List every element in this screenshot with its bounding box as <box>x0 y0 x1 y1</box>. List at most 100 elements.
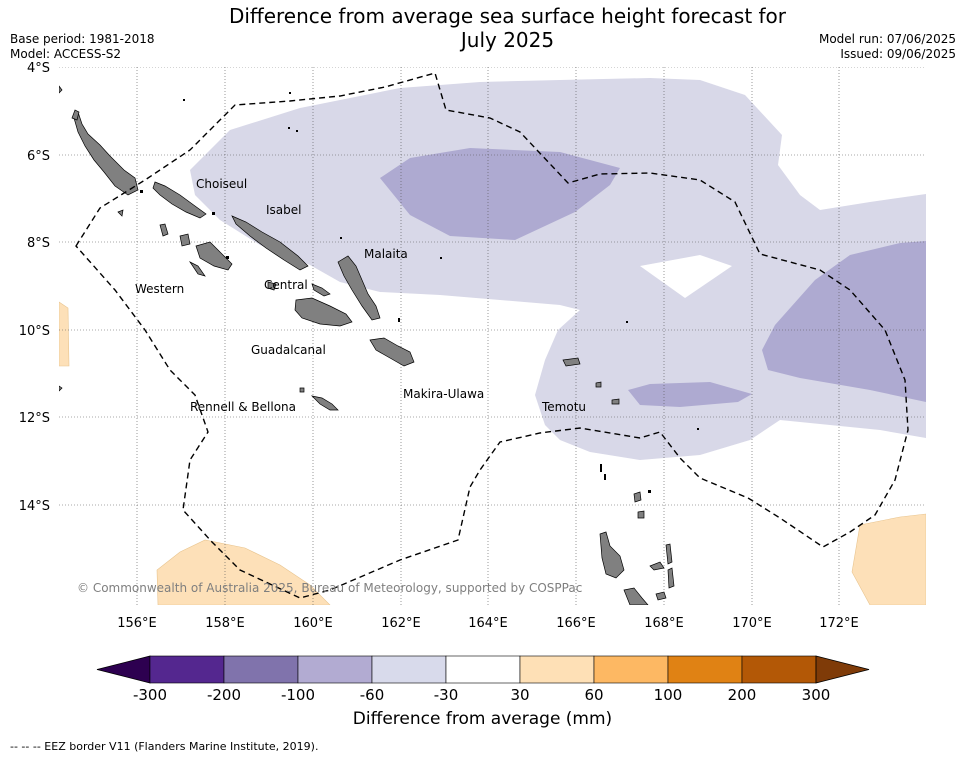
title-line-1: Difference from average sea surface heig… <box>228 4 787 28</box>
colorbar-extend-high <box>815 655 870 684</box>
colorbar-segment <box>223 655 299 684</box>
issued-date: Issued: 09/06/2025 <box>840 47 956 61</box>
vanuatu-ambae <box>649 561 665 571</box>
forecast-map: Choiseul Isabel Malaita Western Central … <box>19 61 926 700</box>
colorbar-segment <box>741 655 817 684</box>
lon-label: 172°E <box>819 616 859 631</box>
temotu-small-2 <box>611 398 620 405</box>
eez-border <box>75 72 909 599</box>
bellona-island <box>299 387 305 393</box>
colorbar-tick-label: -60 <box>360 686 385 700</box>
anomaly-region-orange-3 <box>851 513 926 605</box>
colorbar-segment <box>519 655 595 684</box>
label-temotu: Temotu <box>541 400 586 414</box>
colorbar-tick-label: -30 <box>434 686 459 700</box>
colorbar-tick-label: -200 <box>207 686 241 700</box>
anomaly-region-orange-2 <box>156 539 331 605</box>
buka-island <box>71 109 80 121</box>
anomaly-region-medium-2 <box>762 241 926 402</box>
vanuatu-maewo <box>665 543 673 565</box>
lat-label: 6°S <box>27 149 50 164</box>
florida-islands <box>311 283 331 297</box>
title-line-2: July 2025 <box>460 28 555 52</box>
colorbar-tick-label: 60 <box>584 686 603 700</box>
run-info: Model run: 07/06/2025 Issued: 09/06/2025 <box>819 32 956 62</box>
small-islets <box>140 92 699 493</box>
anomaly-region-medium-1 <box>380 148 620 240</box>
lat-label: 12°S <box>19 411 50 426</box>
lat-label: 4°S <box>27 61 50 76</box>
rennell-island <box>310 395 339 411</box>
label-choiseul: Choiseul <box>196 177 247 191</box>
colorbar-segment <box>445 655 521 684</box>
lon-label: 166°E <box>556 616 596 631</box>
lon-label: 162°E <box>381 616 421 631</box>
lat-label: 14°S <box>19 499 50 514</box>
lon-label: 170°E <box>732 616 772 631</box>
colorbar-segment <box>297 655 373 684</box>
lon-label: 168°E <box>644 616 684 631</box>
anomaly-region-medium-3 <box>628 382 752 407</box>
lon-label: 156°E <box>117 616 157 631</box>
colorbar-segment <box>667 655 743 684</box>
latitude-labels: 4°S 6°S 8°S 10°S 12°S 14°S <box>19 61 50 514</box>
chart-title: Difference from average sea surface heig… <box>0 4 965 52</box>
lon-label: 158°E <box>205 616 245 631</box>
colorbar-tick-label: 100 <box>654 686 683 700</box>
vanuatu-pentecost <box>667 567 675 589</box>
lat-label: 10°S <box>19 324 50 339</box>
label-makira-ulawa: Makira-Ulawa <box>403 387 484 401</box>
kolombangara-island <box>179 233 191 247</box>
santa-isabel-island <box>231 215 309 271</box>
vanuatu-malekula <box>623 587 649 605</box>
shortland-island <box>117 209 124 217</box>
malaita-island <box>337 255 381 321</box>
copyright-notice: © Commonwealth of Australia 2025, Bureau… <box>77 581 582 595</box>
new-georgia-small-1 <box>188 261 206 277</box>
colorbar-tick-label: -300 <box>133 686 167 700</box>
label-rennell-bellona: Rennell & Bellona <box>190 400 296 414</box>
islet-west-1 <box>59 85 63 94</box>
gridlines <box>59 67 926 605</box>
colorbar-segment <box>371 655 447 684</box>
label-isabel: Isabel <box>266 203 301 217</box>
makira-island <box>369 337 415 367</box>
new-georgia-island <box>195 241 233 271</box>
colorbar-segment <box>149 655 225 684</box>
anomaly-region-light <box>190 78 926 460</box>
lon-label: 160°E <box>293 616 333 631</box>
islet-west-2 <box>59 385 63 392</box>
lat-label: 8°S <box>27 236 50 251</box>
model-run: Model run: 07/06/2025 <box>818 32 956 46</box>
label-malaita: Malaita <box>364 247 408 261</box>
vanuatu-banks-1 <box>633 491 642 503</box>
eez-legend-note: -- -- -- EEZ border V11 (Flanders Marine… <box>10 740 319 753</box>
colorbar-tick-label: 30 <box>510 686 529 700</box>
temotu-small-1 <box>595 381 602 388</box>
choiseul-island <box>152 181 207 219</box>
colorbar-tick-label: 300 <box>802 686 831 700</box>
vella-lavella-island <box>159 223 169 237</box>
lon-label: 164°E <box>468 616 508 631</box>
santa-cruz-island <box>562 357 581 367</box>
guadalcanal-island <box>294 297 353 327</box>
colorbar: -300 -200 -100 -60 -30 30 60 100 200 300 <box>96 655 870 700</box>
label-central: Central <box>264 278 308 292</box>
colorbar-tick-label: -100 <box>281 686 315 700</box>
vanuatu-ambrym <box>655 591 667 601</box>
map-area: Choiseul Isabel Malaita Western Central … <box>59 67 926 605</box>
base-period: Base period: 1981-2018 <box>10 32 155 46</box>
model-name: Model: ACCESS-S2 <box>10 47 122 61</box>
anomaly-region-orange-1 <box>59 301 70 367</box>
vanuatu-banks-2 <box>637 510 645 519</box>
label-guadalcanal: Guadalcanal <box>251 343 326 357</box>
colorbar-title: Difference from average (mm) <box>352 709 613 729</box>
model-info: Base period: 1981-2018 Model: ACCESS-S2 <box>10 32 155 62</box>
anomaly-hole <box>640 255 732 298</box>
vanuatu-espiritu-santo <box>599 531 625 579</box>
label-western: Western <box>135 282 184 296</box>
bougainville-island <box>73 111 139 196</box>
land-masses <box>59 85 675 605</box>
colorbar-extend-low <box>96 655 151 684</box>
russell-islands <box>267 281 277 291</box>
